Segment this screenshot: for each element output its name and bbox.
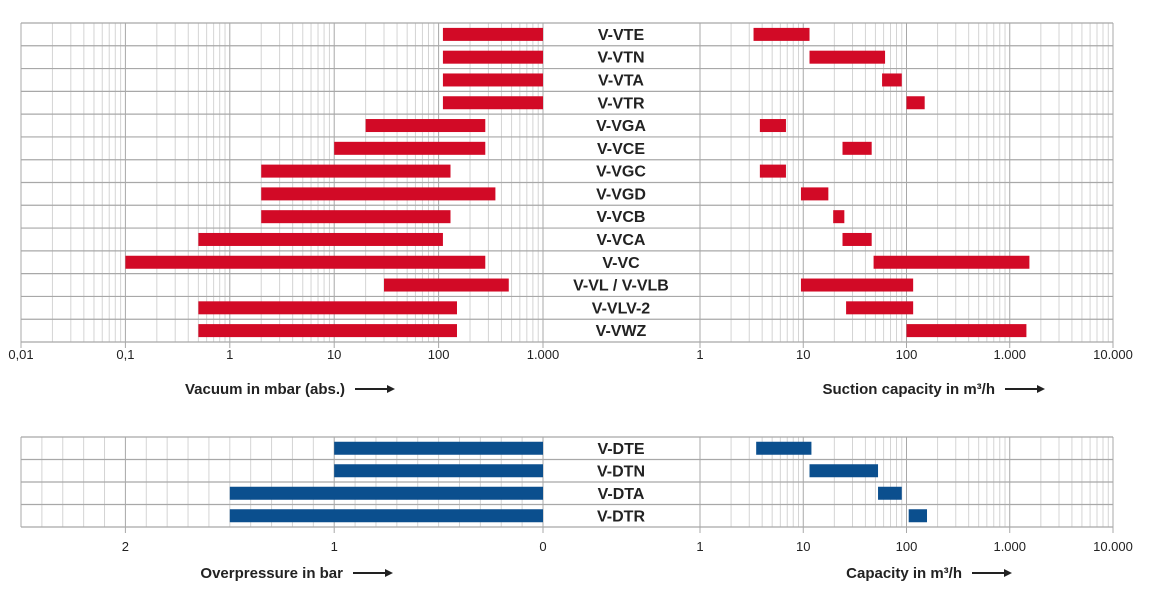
left-tick-label: 1 xyxy=(331,539,338,554)
bar-left-v-vc xyxy=(125,255,486,269)
bar-left-v-dtn xyxy=(334,464,543,478)
bar-left-v-vca xyxy=(198,232,443,246)
bar-right-v-dtn xyxy=(809,464,879,478)
row-label: V-VTR xyxy=(597,95,645,112)
bar-left-v-vl-v-vlb xyxy=(384,278,509,292)
row-label: V-DTA xyxy=(598,486,645,503)
right-tick-label: 100 xyxy=(896,347,918,362)
bar-left-v-vgd xyxy=(261,187,496,201)
row-label: V-VGD xyxy=(596,186,646,203)
bar-right-v-vgd xyxy=(800,187,829,201)
bar-right-v-vce xyxy=(842,141,872,155)
bar-right-v-vtr xyxy=(906,96,925,110)
row-label: V-VCE xyxy=(597,141,645,158)
bar-right-v-vtn xyxy=(809,50,886,64)
right-tick-label: 10 xyxy=(796,539,810,554)
bar-right-v-vte xyxy=(753,27,810,41)
bar-left-v-vwz xyxy=(198,324,457,338)
row-label: V-VL / V-VLB xyxy=(573,278,669,295)
arrow-icon xyxy=(385,569,393,577)
bar-right-v-dta xyxy=(878,486,902,500)
bar-right-v-vta xyxy=(882,73,902,87)
row-label: V-DTN xyxy=(597,463,645,480)
row-label: V-VTN xyxy=(597,50,644,67)
left-tick-label: 2 xyxy=(122,539,129,554)
right-tick-label: 1 xyxy=(696,539,703,554)
arrow-icon xyxy=(387,385,395,393)
left-axis-title: Vacuum in mbar (abs.) xyxy=(185,381,345,398)
left-tick-label: 0 xyxy=(539,539,546,554)
row-label: V-VC xyxy=(602,255,640,272)
right-tick-label: 1.000 xyxy=(993,539,1026,554)
right-tick-label: 100 xyxy=(896,539,918,554)
row-label: V-DTR xyxy=(597,508,645,525)
row-label: V-VCB xyxy=(597,209,646,226)
bar-right-v-dte xyxy=(756,441,812,455)
bar-right-v-vcb xyxy=(833,210,845,224)
bar-left-v-vtn xyxy=(442,50,543,64)
arrow-icon xyxy=(1037,385,1045,393)
left-tick-label: 1 xyxy=(226,347,233,362)
right-tick-label: 10.000 xyxy=(1093,539,1133,554)
left-tick-label: 0,1 xyxy=(116,347,134,362)
row-label: V-VGA xyxy=(596,118,646,135)
bar-right-v-dtr xyxy=(908,509,928,523)
bar-left-v-vta xyxy=(442,73,543,87)
right-tick-label: 1.000 xyxy=(993,347,1026,362)
bar-left-v-dtr xyxy=(229,509,544,523)
bar-left-v-vlv-2 xyxy=(198,301,457,315)
row-label: V-VCA xyxy=(597,232,646,249)
right-tick-label: 10.000 xyxy=(1093,347,1133,362)
right-axis-title: Suction capacity in m³/h xyxy=(822,381,995,398)
arrow-icon xyxy=(1004,569,1012,577)
bar-left-v-vte xyxy=(442,27,543,41)
row-label: V-VTA xyxy=(598,72,644,89)
row-label: V-VWZ xyxy=(596,323,647,340)
right-tick-label: 10 xyxy=(796,347,810,362)
row-label: V-VGC xyxy=(596,164,646,181)
bar-right-v-vgc xyxy=(759,164,786,178)
left-axis-title: Overpressure in bar xyxy=(200,565,343,582)
row-label: V-VLV-2 xyxy=(592,300,650,317)
left-tick-label: 10 xyxy=(327,347,341,362)
bar-left-v-dta xyxy=(229,486,544,500)
bar-right-v-vlv-2 xyxy=(846,301,914,315)
bar-right-v-vga xyxy=(759,119,786,133)
bar-left-v-dte xyxy=(334,441,543,455)
right-axis-title: Capacity in m³/h xyxy=(846,565,962,582)
bar-left-v-vgc xyxy=(261,164,451,178)
bar-left-v-vcb xyxy=(261,210,451,224)
row-label: V-DTE xyxy=(597,441,644,458)
left-tick-label: 1.000 xyxy=(527,347,560,362)
left-tick-label: 100 xyxy=(428,347,450,362)
bar-right-v-vc xyxy=(873,255,1030,269)
bar-right-v-vl-v-vlb xyxy=(800,278,914,292)
bar-left-v-vce xyxy=(334,141,486,155)
right-tick-label: 1 xyxy=(696,347,703,362)
bar-left-v-vtr xyxy=(442,96,543,110)
bar-right-v-vca xyxy=(842,232,872,246)
row-label: V-VTE xyxy=(598,27,645,44)
bar-left-v-vga xyxy=(365,119,486,133)
left-tick-label: 0,01 xyxy=(8,347,33,362)
bar-right-v-vwz xyxy=(906,324,1027,338)
